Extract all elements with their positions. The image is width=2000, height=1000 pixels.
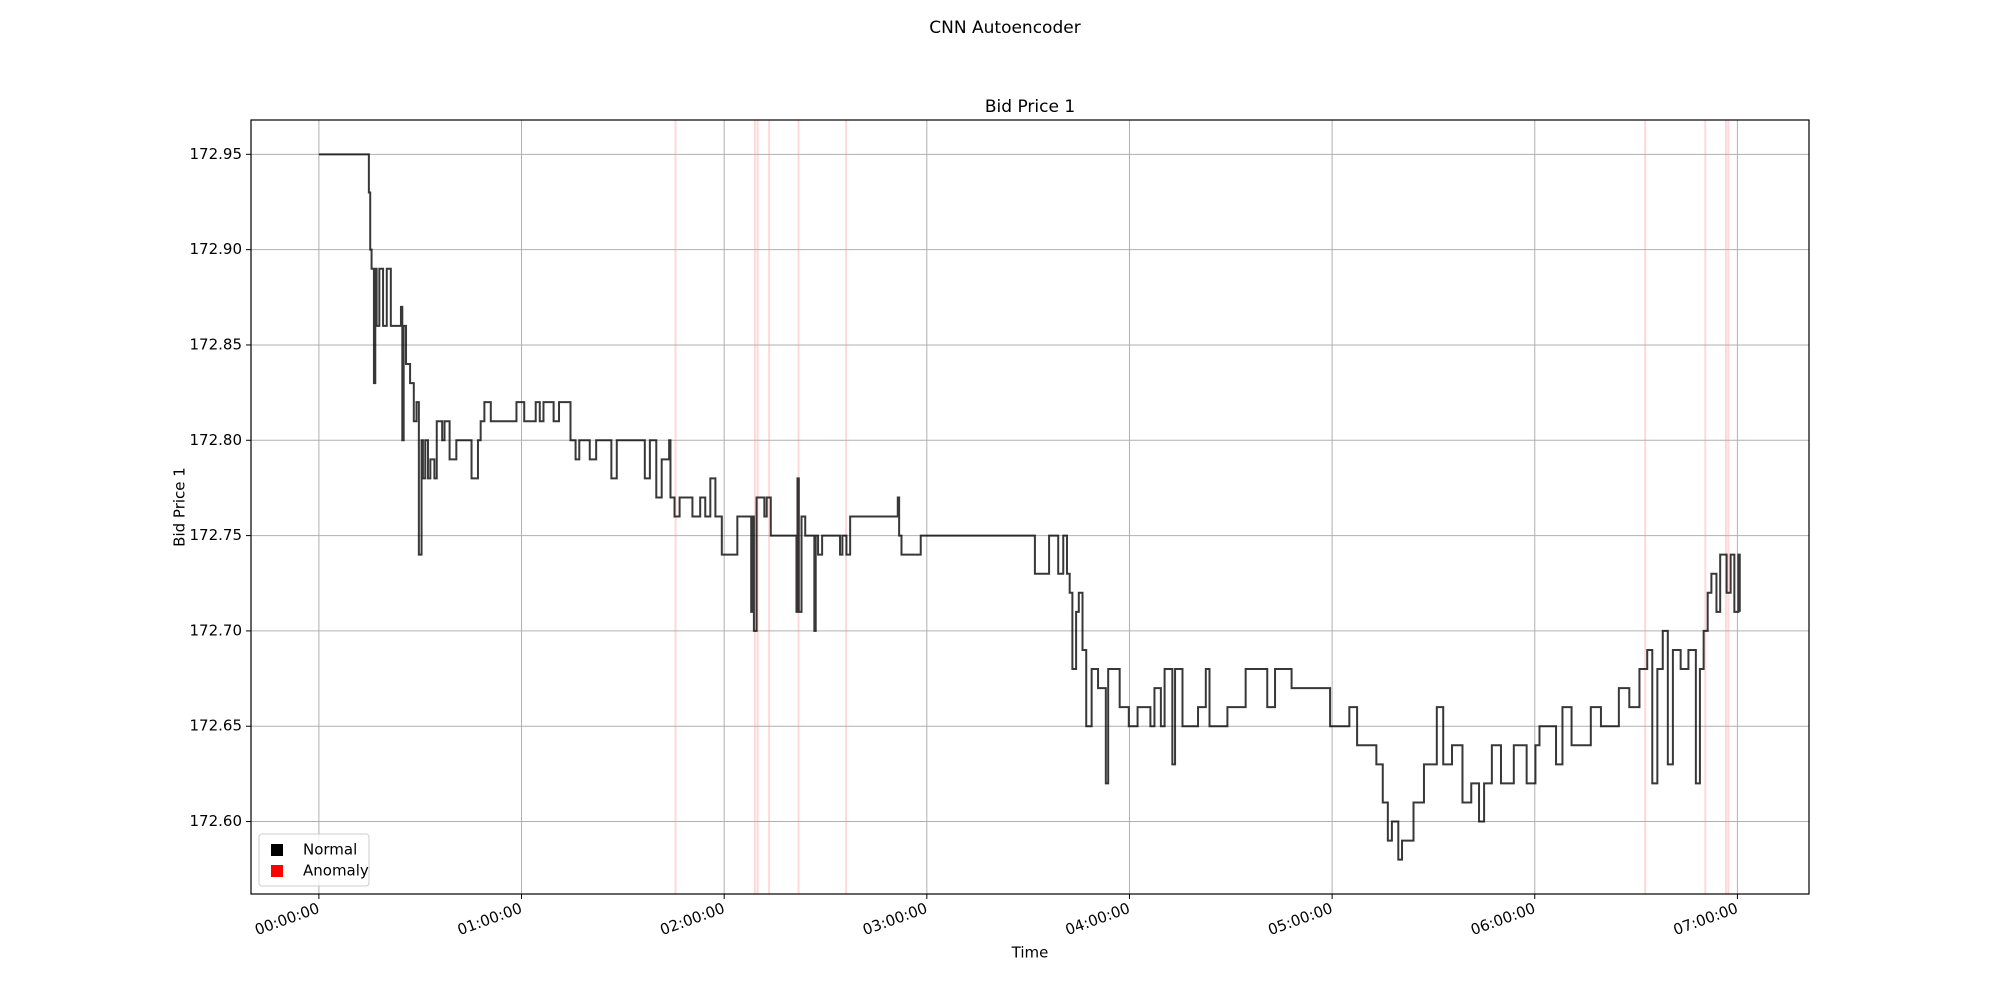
axes-frame [250,119,1810,895]
x-tick-label: 00:00:00 [252,899,321,939]
x-tick-label: 05:00:00 [1266,899,1335,939]
legend-label: Normal [303,841,357,859]
y-tick-label: 172.95 [190,145,243,163]
x-tick-label: 02:00:00 [658,899,727,939]
y-tick-label: 172.70 [190,621,243,639]
axes-title: Bid Price 1 [985,97,1075,117]
y-tick-label: 172.85 [190,335,243,353]
x-tick-label: 01:00:00 [455,899,524,939]
y-axis-label: Bid Price 1 [171,467,189,547]
legend-label: Anomaly [303,862,369,880]
chart-title: CNN Autoencoder [929,18,1080,38]
y-tick-label: 172.65 [190,717,243,735]
x-tick-label: 07:00:00 [1671,899,1740,939]
y-tick-label: 172.60 [190,812,243,830]
y-tick-label: 172.75 [190,526,243,544]
y-tick-label: 172.80 [190,431,243,449]
x-tick-label: 06:00:00 [1468,899,1537,939]
y-tick-label: 172.90 [190,240,243,258]
legend-box [258,833,370,887]
x-tick-label: 03:00:00 [860,899,929,939]
x-tick-label: 04:00:00 [1063,899,1132,939]
x-axis-label: Time [1011,944,1049,962]
legend-swatch [271,865,283,877]
legend-swatch [271,844,283,856]
data-line [318,153,1741,861]
